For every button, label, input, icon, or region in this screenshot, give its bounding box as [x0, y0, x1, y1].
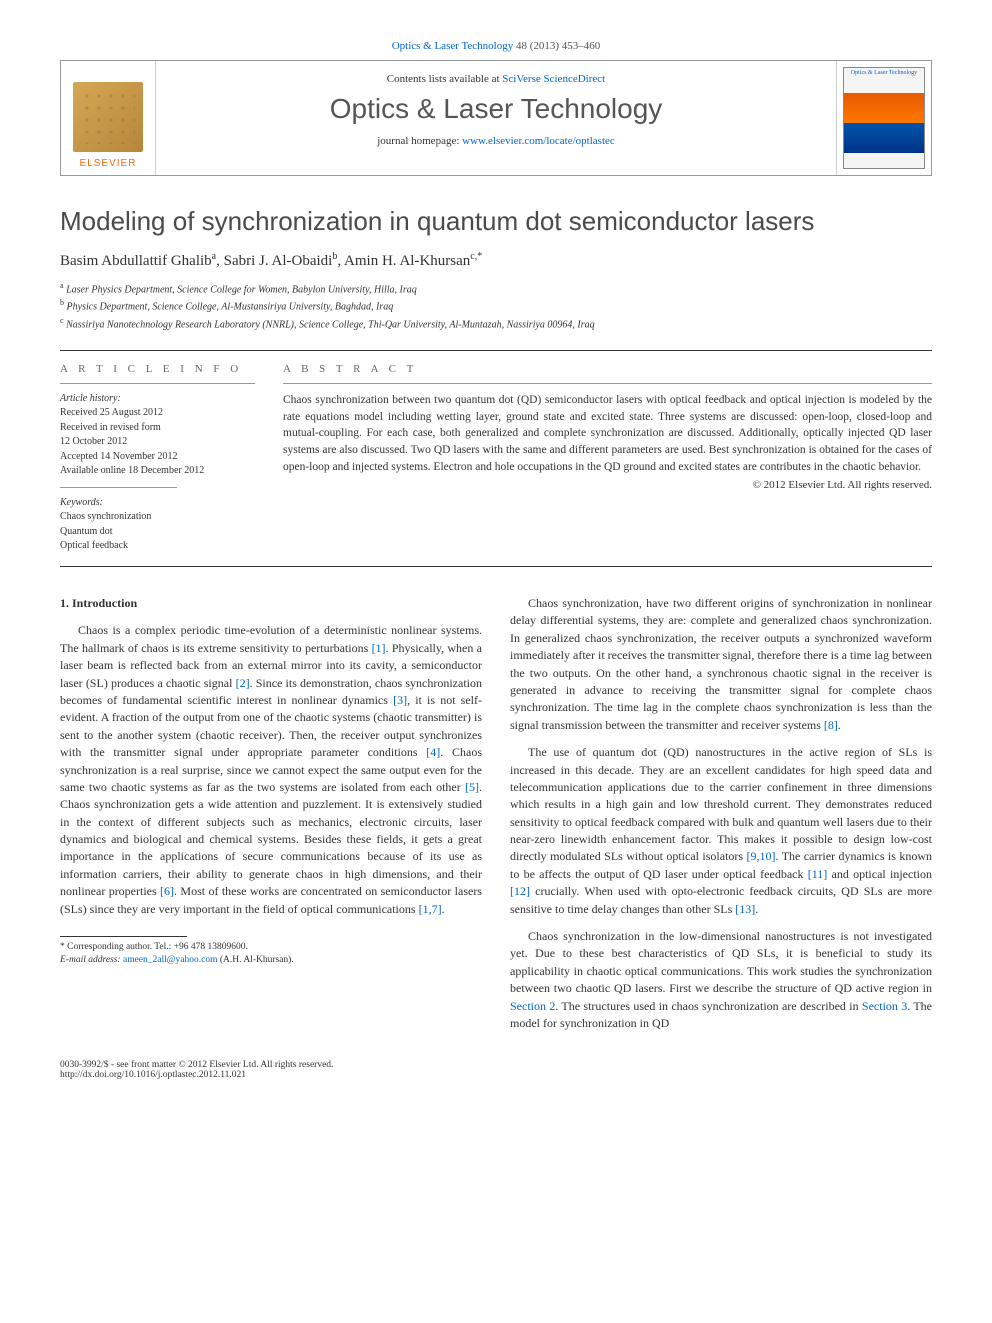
body-paragraph: Chaos synchronization, have two differen…	[510, 595, 932, 734]
ref-link[interactable]: [6]	[160, 884, 174, 898]
publisher-cell: ELSEVIER	[61, 61, 156, 175]
article-title: Modeling of synchronization in quantum d…	[60, 206, 932, 237]
section-link[interactable]: Section 3	[862, 999, 907, 1013]
footer-left: 0030-3992/$ - see front matter © 2012 El…	[60, 1060, 333, 1080]
email-label: E-mail address:	[60, 955, 121, 965]
publisher-name: ELSEVIER	[80, 158, 137, 169]
info-divider	[60, 487, 177, 488]
abstract-rule	[283, 383, 932, 384]
journal-header: ELSEVIER Contents lists available at Sci…	[60, 60, 932, 176]
abstract-text: Chaos synchronization between two quantu…	[283, 392, 932, 475]
history-line: Accepted 14 November 2012	[60, 450, 255, 465]
history-line: 12 October 2012	[60, 435, 255, 450]
author: Basim Abdullattif Ghaliba	[60, 253, 216, 269]
footer-issn-line: 0030-3992/$ - see front matter © 2012 El…	[60, 1060, 333, 1070]
ref-link[interactable]: [1,7]	[419, 902, 442, 916]
body-right-column: Chaos synchronization, have two differen…	[510, 595, 932, 1042]
contents-label: Contents lists available at	[387, 73, 500, 85]
email-line: E-mail address: ameen_2all@yahoo.com (A.…	[60, 954, 482, 967]
abstract-label: A B S T R A C T	[283, 363, 932, 375]
journal-reference: Optics & Laser Technology 48 (2013) 453–…	[60, 40, 932, 52]
article-info-label: A R T I C L E I N F O	[60, 363, 255, 375]
article-history: Article history: Received 25 August 2012…	[60, 392, 255, 554]
contents-line: Contents lists available at SciVerse Sci…	[164, 73, 828, 85]
body-columns: 1. Introduction Chaos is a complex perio…	[60, 595, 932, 1042]
abstract-column: A B S T R A C T Chaos synchronization be…	[283, 363, 932, 554]
rule-bottom	[60, 566, 932, 567]
ref-link[interactable]: [13]	[735, 902, 755, 916]
journal-title: Optics & Laser Technology	[164, 93, 828, 125]
article-info-column: A R T I C L E I N F O Article history: R…	[60, 363, 255, 554]
homepage-link[interactable]: www.elsevier.com/locate/optlastec	[462, 135, 615, 147]
body-paragraph: Chaos is a complex periodic time-evoluti…	[60, 622, 482, 918]
history-line: Received in revised form	[60, 421, 255, 436]
keyword: Optical feedback	[60, 539, 255, 554]
affiliations: a Laser Physics Department, Science Coll…	[60, 280, 932, 332]
ref-link[interactable]: [12]	[510, 884, 530, 898]
affiliation: b Physics Department, Science College, A…	[60, 297, 932, 314]
email-name: (A.H. Al-Khursan).	[220, 955, 294, 965]
author-list: Basim Abdullattif Ghaliba, Sabri J. Al-O…	[60, 251, 932, 270]
author: Sabri J. Al-Obaidib	[224, 253, 338, 269]
body-paragraph: Chaos synchronization in the low-dimensi…	[510, 928, 932, 1032]
section-heading: 1. Introduction	[60, 595, 482, 612]
history-line: Received 25 August 2012	[60, 406, 255, 421]
keywords-label: Keywords:	[60, 496, 255, 511]
corresponding-line: * Corresponding author. Tel.: +96 478 13…	[60, 941, 482, 954]
cover-thumb-text: Optics & Laser Technology	[846, 70, 922, 76]
homepage-label: journal homepage:	[377, 135, 459, 147]
ref-link[interactable]: [3]	[393, 693, 407, 707]
journal-ref-link[interactable]: Optics & Laser Technology	[392, 40, 514, 52]
ref-link[interactable]: [2]	[236, 676, 250, 690]
body-paragraph: The use of quantum dot (QD) nanostructur…	[510, 744, 932, 918]
footnote-rule	[60, 936, 187, 937]
ref-link[interactable]: [5]	[465, 780, 479, 794]
abstract-copyright: © 2012 Elsevier Ltd. All rights reserved…	[283, 479, 932, 491]
ref-link[interactable]: [1]	[372, 641, 386, 655]
homepage-line: journal homepage: www.elsevier.com/locat…	[164, 135, 828, 147]
ref-link[interactable]: [9,10]	[747, 849, 776, 863]
doi-link[interactable]: http://dx.doi.org/10.1016/j.optlastec.20…	[60, 1070, 246, 1080]
keyword: Quantum dot	[60, 525, 255, 540]
affiliation: a Laser Physics Department, Science Coll…	[60, 280, 932, 297]
history-label: Article history:	[60, 392, 255, 407]
rule-top	[60, 350, 932, 351]
ref-link[interactable]: [8]	[824, 718, 838, 732]
history-line: Available online 18 December 2012	[60, 464, 255, 479]
journal-cover-thumb: Optics & Laser Technology	[843, 67, 925, 169]
affiliation: c Nassiriya Nanotechnology Research Labo…	[60, 315, 932, 332]
keyword: Chaos synchronization	[60, 510, 255, 525]
info-rule	[60, 383, 255, 384]
info-abstract-row: A R T I C L E I N F O Article history: R…	[60, 363, 932, 554]
journal-ref-citation: 48 (2013) 453–460	[516, 40, 600, 52]
sciencedirect-link[interactable]: SciVerse ScienceDirect	[502, 73, 605, 85]
author: Amin H. Al-Khursanc,*	[344, 253, 482, 269]
ref-link[interactable]: [4]	[426, 745, 440, 759]
body-left-column: 1. Introduction Chaos is a complex perio…	[60, 595, 482, 1042]
elsevier-tree-icon	[73, 82, 143, 152]
page-footer: 0030-3992/$ - see front matter © 2012 El…	[60, 1060, 932, 1080]
ref-link[interactable]: [11]	[808, 867, 828, 881]
header-center: Contents lists available at SciVerse Sci…	[156, 61, 836, 175]
cover-cell: Optics & Laser Technology	[836, 61, 931, 175]
section-link[interactable]: Section 2	[510, 999, 555, 1013]
corresponding-footnote: * Corresponding author. Tel.: +96 478 13…	[60, 941, 482, 968]
corresponding-email-link[interactable]: ameen_2all@yahoo.com	[123, 955, 217, 965]
